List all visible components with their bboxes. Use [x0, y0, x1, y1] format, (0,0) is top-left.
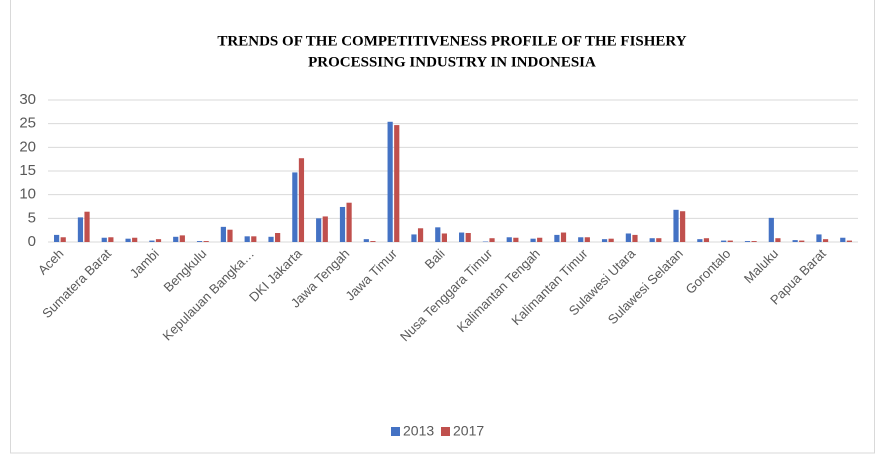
bar — [387, 121, 393, 242]
bar — [346, 202, 352, 242]
y-tick-label: 30 — [19, 91, 36, 108]
bar — [108, 237, 114, 242]
bar — [816, 234, 822, 242]
bar — [77, 217, 84, 242]
bar — [840, 237, 846, 242]
bar — [173, 236, 179, 242]
chart-title: PROCESSING INDUSTRY IN INDONESIA — [308, 54, 596, 70]
bar — [465, 233, 471, 242]
y-tick-label: 0 — [28, 233, 36, 250]
bar — [727, 240, 733, 242]
legend-label: 2013 — [403, 423, 434, 439]
bar — [203, 241, 209, 242]
bar — [554, 234, 560, 242]
bar — [101, 237, 107, 242]
y-tick-label: 25 — [19, 115, 36, 132]
legend-swatch — [391, 427, 400, 436]
bar — [608, 238, 614, 242]
bar — [251, 236, 257, 242]
bar — [721, 240, 727, 242]
bar — [513, 237, 519, 242]
bar — [768, 217, 774, 242]
legend-label: 2017 — [453, 423, 484, 439]
y-tick-label: 5 — [28, 209, 36, 226]
bar — [54, 234, 60, 242]
bar — [751, 241, 757, 242]
bar — [60, 237, 66, 242]
bar — [632, 234, 638, 242]
bar — [441, 233, 447, 242]
bar — [370, 241, 376, 242]
bar — [244, 236, 250, 242]
bar — [744, 241, 751, 242]
bar — [196, 241, 203, 242]
bar — [125, 238, 131, 242]
bar — [149, 240, 155, 242]
bar — [132, 237, 138, 242]
bar — [775, 238, 781, 242]
bar — [417, 228, 424, 242]
bar — [339, 206, 346, 242]
chart-title: TRENDS OF THE COMPETITIVENESS PROFILE OF… — [217, 33, 686, 49]
bar — [578, 237, 584, 242]
bar — [155, 239, 162, 242]
bar — [822, 239, 829, 242]
bar — [363, 239, 369, 242]
bar — [584, 237, 590, 242]
bar — [459, 232, 465, 242]
bar — [411, 234, 417, 242]
y-tick-label: 15 — [19, 162, 36, 179]
bar — [625, 233, 631, 242]
bar — [560, 232, 567, 242]
bar — [227, 229, 233, 242]
bar — [292, 172, 298, 242]
bar — [316, 218, 322, 242]
bar — [537, 237, 543, 242]
bar — [489, 238, 495, 242]
bar — [298, 158, 305, 242]
bar — [673, 209, 679, 242]
bar — [322, 216, 328, 242]
bar — [656, 238, 662, 242]
bar — [680, 211, 686, 242]
bar — [601, 239, 608, 242]
bar — [394, 125, 400, 242]
bar — [530, 238, 536, 242]
bar — [846, 240, 852, 242]
bar — [506, 237, 512, 242]
bar — [799, 240, 805, 242]
y-tick-label: 20 — [19, 138, 36, 155]
bar — [697, 239, 703, 242]
bar — [268, 236, 274, 242]
bar — [792, 240, 798, 242]
bar — [220, 226, 226, 242]
y-tick-label: 10 — [19, 186, 36, 203]
bar — [275, 233, 281, 242]
bar — [649, 238, 655, 242]
bar — [84, 211, 90, 242]
bar — [435, 227, 441, 242]
legend-swatch — [441, 427, 450, 436]
chart-border — [10, 0, 875, 454]
bar — [179, 235, 185, 242]
bar — [703, 238, 710, 242]
